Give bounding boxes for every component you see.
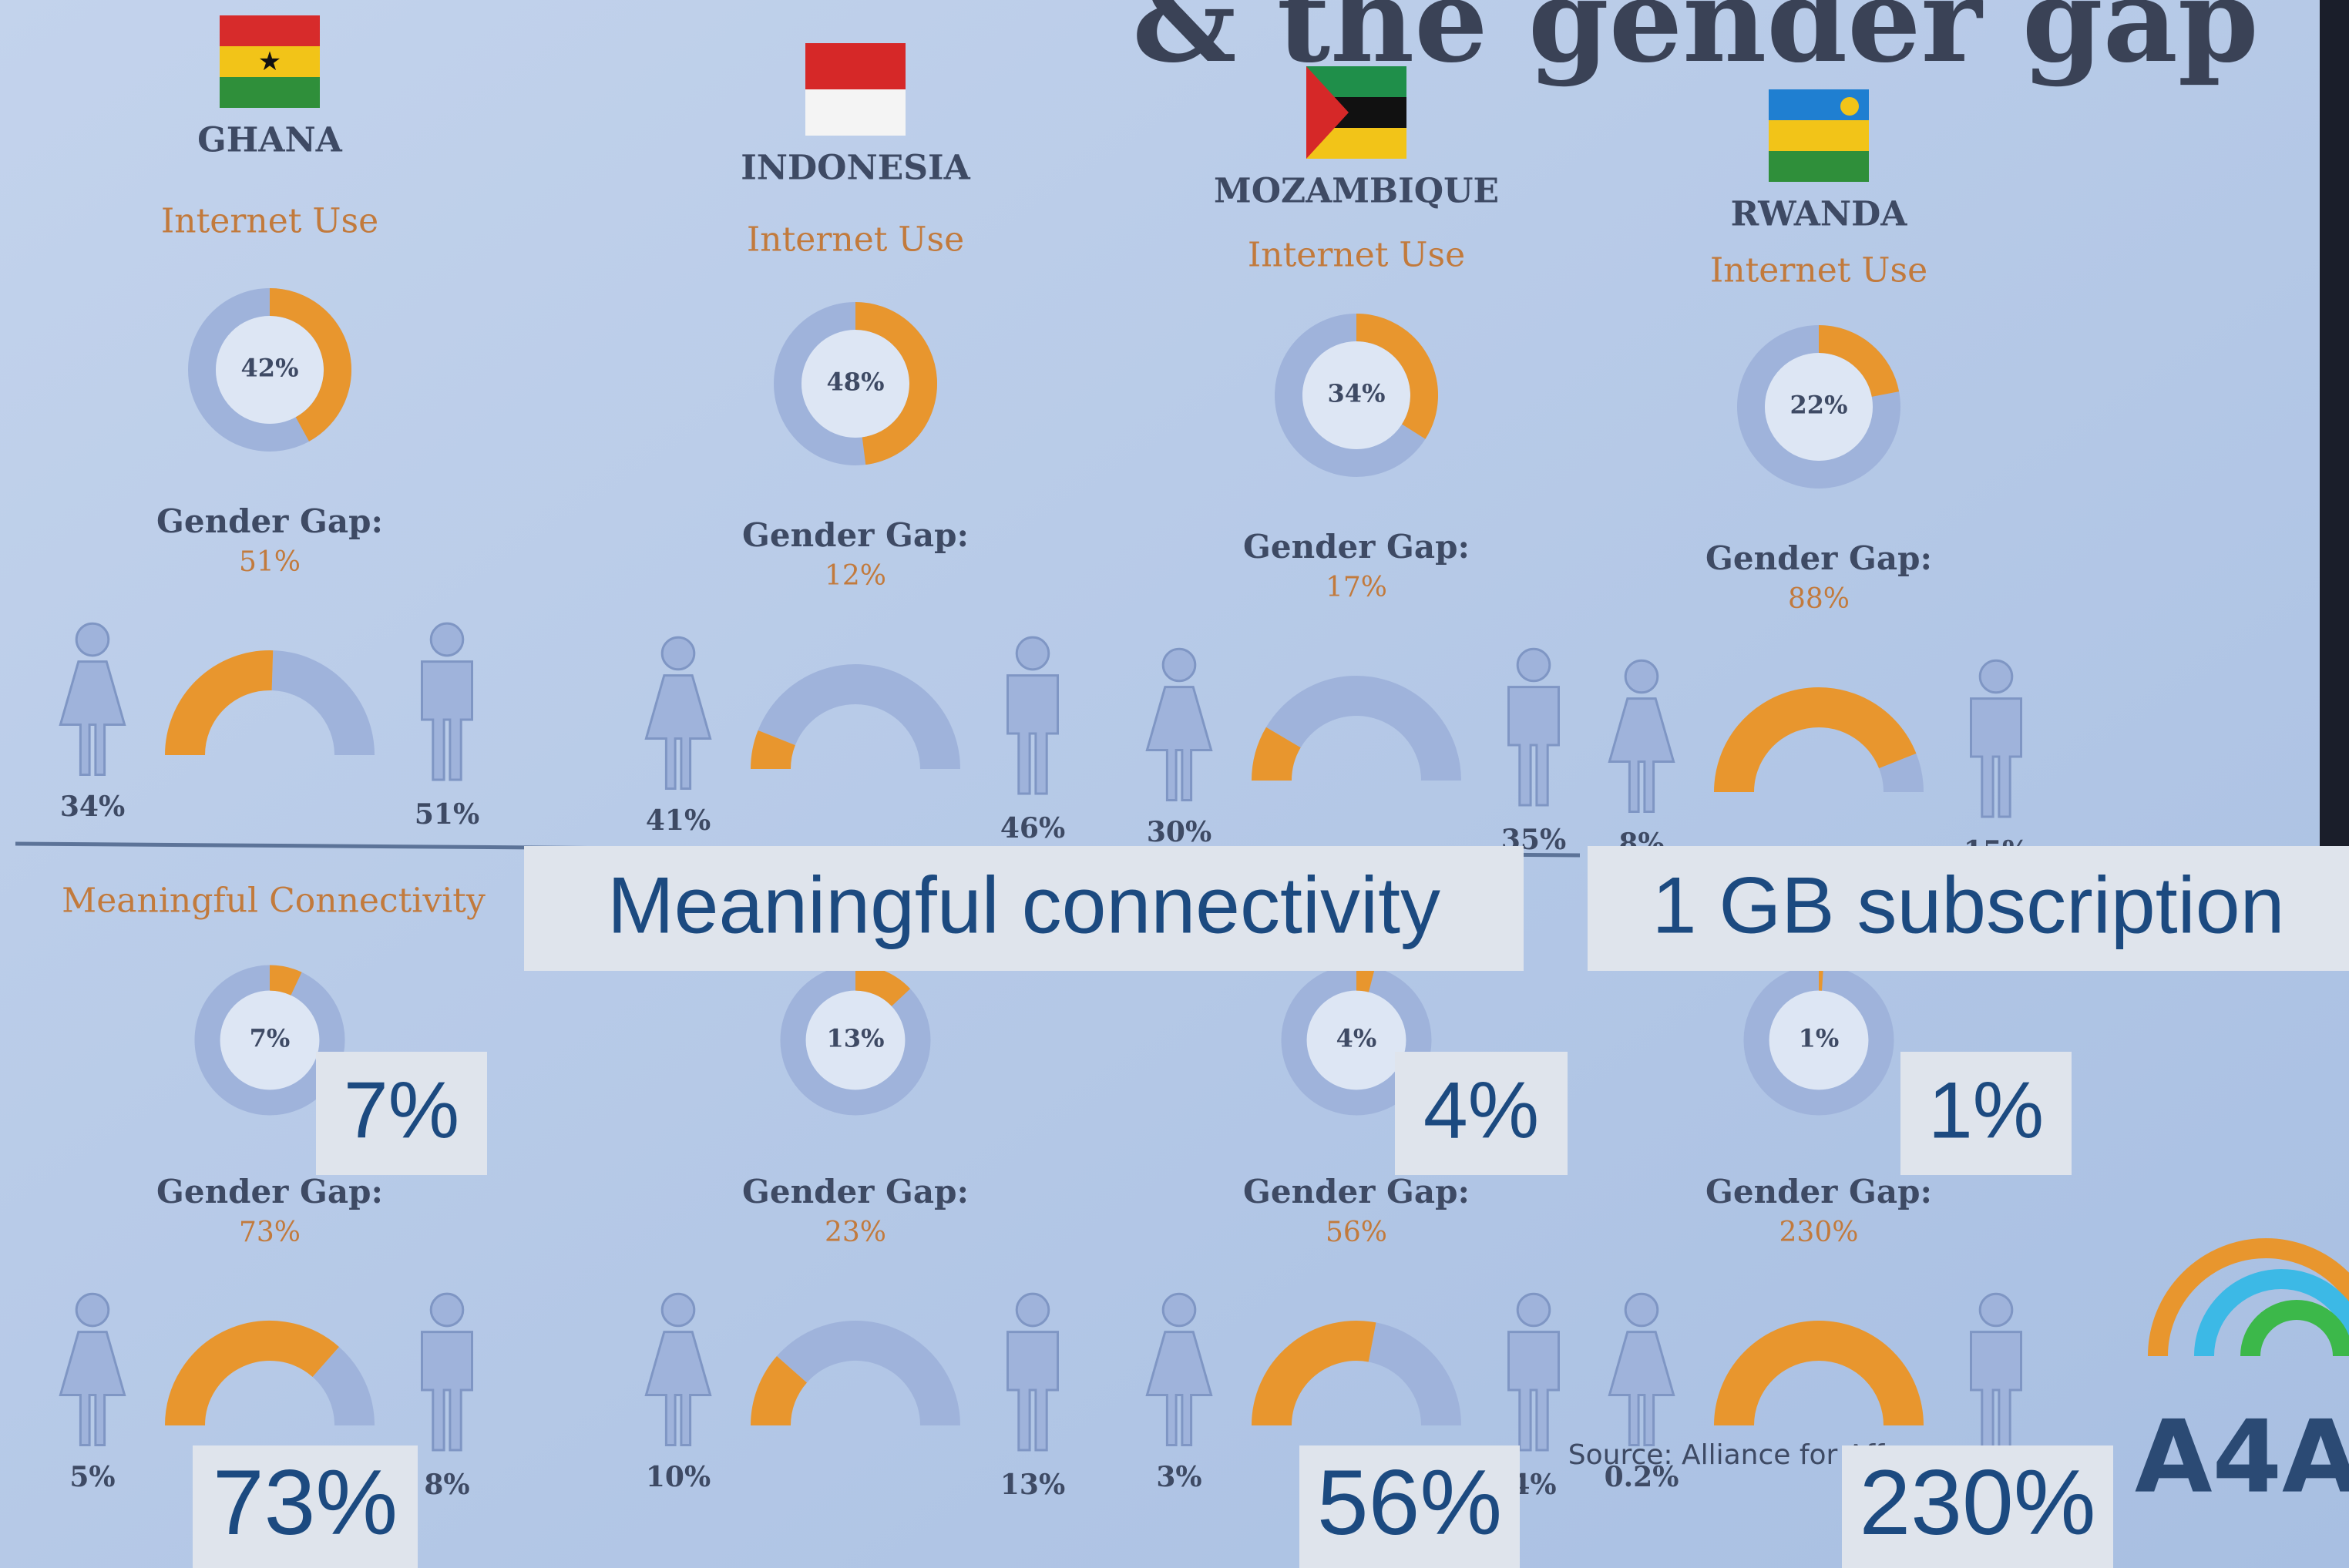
caption: 1% — [1928, 1066, 2044, 1155]
donut-label: 34% — [1328, 379, 1386, 408]
section-heading: Meaningful Connectivity — [62, 881, 486, 921]
flag-stripe — [805, 43, 906, 89]
slide-title: & the gender gap — [1132, 0, 2259, 89]
donut-label: 7% — [250, 1024, 291, 1053]
gap-heading: Gender Gap: — [742, 1173, 969, 1210]
caption: Meaningful connectivity — [607, 861, 1440, 950]
country-name: RWANDA — [1731, 195, 1908, 234]
gap-heading: Gender Gap: — [1243, 528, 1470, 566]
men-value: 8% — [424, 1469, 469, 1501]
slide: & the gender gap ★ GHANA Internet Use 42% Ge… — [0, 0, 2349, 1568]
gap-value: 51% — [239, 546, 301, 578]
flag-stripe — [805, 89, 906, 136]
gap-value: 73% — [239, 1217, 301, 1248]
caption: 56% — [1317, 1451, 1502, 1554]
gap-value: 56% — [1326, 1217, 1387, 1248]
gauge-track — [1897, 761, 1904, 792]
flag-star: ★ — [258, 46, 281, 77]
donut-label: 13% — [827, 1024, 885, 1053]
flag-stripe — [1769, 120, 1869, 151]
women-value: 41% — [646, 804, 711, 837]
gap-value: 23% — [825, 1217, 886, 1248]
donut-segment — [270, 978, 296, 984]
donut-label: 48% — [827, 368, 885, 397]
flag-stripe — [220, 15, 320, 46]
gauge-segment — [1272, 737, 1283, 781]
gap-value: 17% — [1326, 572, 1387, 603]
flag-stripe — [1769, 151, 1869, 182]
women-value: 10% — [646, 1461, 711, 1493]
gap-heading: Gender Gap: — [156, 502, 383, 540]
caption: 1 GB subscription — [1652, 861, 2285, 950]
donut-label: 1% — [1799, 1024, 1840, 1053]
country-name: GHANA — [197, 121, 343, 160]
flag-stripe — [220, 77, 320, 108]
section-heading: Internet Use — [747, 220, 964, 260]
page: & the gender gap ★ GHANA Internet Use 42% Ge… — [0, 0, 2349, 1568]
women-value: 34% — [60, 791, 125, 823]
gap-value: 88% — [1788, 583, 1850, 615]
gap-value: 12% — [825, 560, 886, 592]
gap-heading: Gender Gap: — [1705, 539, 1932, 577]
flag-sun — [1840, 97, 1859, 116]
country-name: MOZAMBIQUE — [1214, 172, 1499, 211]
section-heading: Internet Use — [1248, 236, 1465, 275]
caption: 7% — [344, 1066, 459, 1155]
gap-heading: Gender Gap: — [156, 1173, 383, 1210]
source: Source: Alliance for Aff — [1568, 1439, 1886, 1471]
women-value: 5% — [69, 1461, 115, 1493]
donut-segment — [1356, 978, 1372, 980]
country-name: INDONESIA — [741, 149, 970, 188]
gap-heading: Gender Gap: — [1705, 1173, 1932, 1210]
women-value: 3% — [1156, 1461, 1201, 1493]
gap-value: 230% — [1779, 1217, 1859, 1248]
men-value: 51% — [415, 798, 479, 831]
section-heading: Internet Use — [1710, 251, 1927, 290]
donut-label: 4% — [1336, 1024, 1377, 1053]
section-heading: Internet Use — [161, 202, 378, 241]
gap-heading: Gender Gap: — [1243, 1173, 1470, 1210]
men-value: 46% — [1000, 812, 1065, 844]
women-value: 30% — [1147, 816, 1211, 848]
screen-edge — [2320, 0, 2349, 848]
logo: A4AI — [2135, 1398, 2349, 1516]
caption: 230% — [1860, 1451, 2096, 1554]
donut-label: 22% — [1790, 391, 1848, 420]
donut-label: 42% — [241, 354, 299, 383]
gauge-segment — [771, 738, 777, 769]
gap-heading: Gender Gap: — [742, 516, 969, 554]
caption: 73% — [213, 1451, 398, 1554]
caption: 4% — [1423, 1066, 1539, 1155]
gauge-segment — [771, 1369, 791, 1425]
men-value: 13% — [1000, 1469, 1065, 1501]
